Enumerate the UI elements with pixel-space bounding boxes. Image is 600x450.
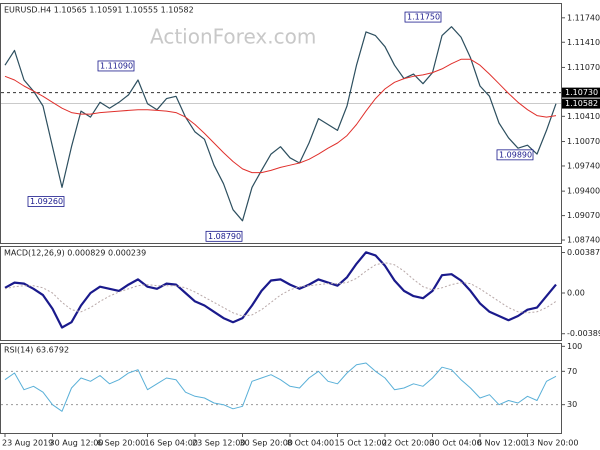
x-tick-label: 6 Nov 12:00: [477, 439, 526, 448]
y-tick-label: 1.10070: [567, 137, 600, 146]
level-label: 1.10582: [565, 99, 598, 108]
y-tick-label: 1.11070: [567, 63, 600, 72]
price-annotation: 1.09260: [30, 197, 63, 206]
watermark: ActionForex.com: [150, 25, 316, 49]
x-tick-label: 30 Oct 04:00: [430, 439, 482, 448]
price-annotation-box: [404, 11, 442, 23]
x-tick-label: 6 Sep 20:00: [97, 439, 145, 448]
y-tick-label: 1.09070: [567, 211, 600, 220]
rsi-title: RSI(14) 63.6792: [4, 346, 69, 355]
y-tick-label: 0.003876: [567, 248, 600, 257]
x-tick-label: 8 Oct 04:00: [287, 439, 334, 448]
x-tick-label: 23 Aug 2019: [2, 439, 53, 448]
y-tick-label: 1.09740: [567, 161, 600, 170]
x-tick-label: 30 Sep 20:00: [240, 439, 293, 448]
x-tick-label: 13 Nov 20:00: [525, 439, 579, 448]
x-tick-label: 16 Sep 04:00: [145, 439, 198, 448]
price-annotation-box: [97, 60, 135, 72]
y-tick-label: -0.003899: [567, 329, 600, 338]
x-tick-label: 30 Aug 12:00: [50, 439, 104, 448]
series-line: [4, 251, 557, 329]
price-annotation-box: [27, 196, 65, 207]
macd-title: MACD(12,26,9) 0.000829 0.000239: [4, 249, 146, 258]
price-annotation: 1.11750: [407, 13, 440, 22]
x-tick-label: 22 Oct 20:00: [382, 439, 434, 448]
level-box: [562, 87, 600, 98]
price-panel-frame: [0, 3, 562, 244]
y-tick-label: 30: [567, 400, 577, 409]
price-annotation: 1.08790: [208, 232, 241, 241]
price-annotation: 1.09890: [499, 150, 532, 159]
x-tick-label: 15 Oct 12:00: [335, 439, 387, 448]
y-tick-label: 1.11410: [567, 38, 600, 47]
y-tick-label: 1.08740: [567, 236, 600, 245]
y-tick-label: 0.00: [567, 289, 585, 298]
y-tick-label: 100: [567, 342, 582, 351]
y-tick-label: 1.10410: [567, 112, 600, 121]
price-annotation-box: [205, 230, 243, 242]
y-tick-label: 1.11740: [567, 13, 600, 22]
y-tick-label: 1.09400: [567, 187, 600, 196]
price-title: EURUSD.H4 1.10565 1.10591 1.10555 1.1058…: [4, 6, 194, 15]
price-annotation: 1.11090: [100, 61, 133, 70]
price-annotation-box: [496, 149, 534, 161]
series-line: [4, 58, 557, 174]
series-line: [4, 362, 557, 412]
level-label: 1.10730: [565, 88, 598, 97]
series-line: [4, 26, 557, 222]
rsi-panel-frame: [0, 343, 562, 434]
y-tick-label: 70: [567, 367, 577, 376]
level-box: [562, 98, 600, 109]
x-tick-label: 23 Sep 12:00: [192, 439, 245, 448]
